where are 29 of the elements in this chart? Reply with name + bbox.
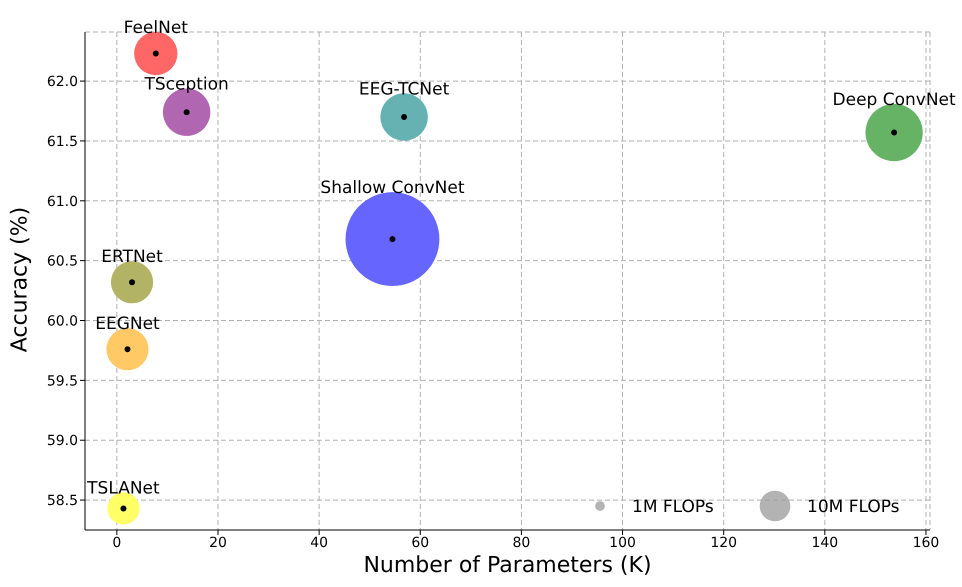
series-label: EEG-TCNet (358, 79, 450, 100)
y-axis-title: Accuracy (%) (8, 206, 32, 354)
legend-label: 10M FLOPs (807, 497, 900, 517)
series-label: TSLANet (86, 478, 160, 498)
y-tick-label: 58.5 (46, 493, 78, 510)
y-tick-label: 60.0 (46, 313, 78, 330)
x-axis-title: Number of Parameters (K) (362, 553, 653, 578)
x-tick-label: 40 (310, 534, 328, 551)
x-tick-label: 0 (112, 534, 122, 551)
series-label: EEGNet (95, 314, 160, 334)
series-label: FeelNet (124, 18, 188, 38)
x-tick-label: 160 (912, 534, 940, 551)
series-label: Deep ConvNet (832, 90, 956, 110)
x-tick-label: 140 (811, 534, 838, 551)
y-tick-label: 62.0 (46, 74, 78, 90)
y-tick-label: 61.0 (46, 194, 78, 210)
series-label: ERTNet (101, 247, 164, 268)
x-tick-label: 20 (209, 534, 227, 551)
legend-label: 1M FLOPs (632, 497, 714, 517)
y-tick-label: 59.5 (46, 373, 78, 390)
x-tick-label: 100 (609, 534, 636, 551)
y-tick-label: 60.5 (46, 254, 78, 270)
x-tick-label: 120 (710, 534, 738, 551)
x-tick-label: 60 (411, 534, 430, 551)
series-label: Shallow ConvNet (320, 178, 465, 198)
x-tick-label: 80 (512, 534, 530, 551)
y-tick-label: 61.5 (46, 134, 78, 150)
series-label: TSception (143, 74, 229, 94)
y-tick-label: 59.0 (46, 433, 78, 450)
